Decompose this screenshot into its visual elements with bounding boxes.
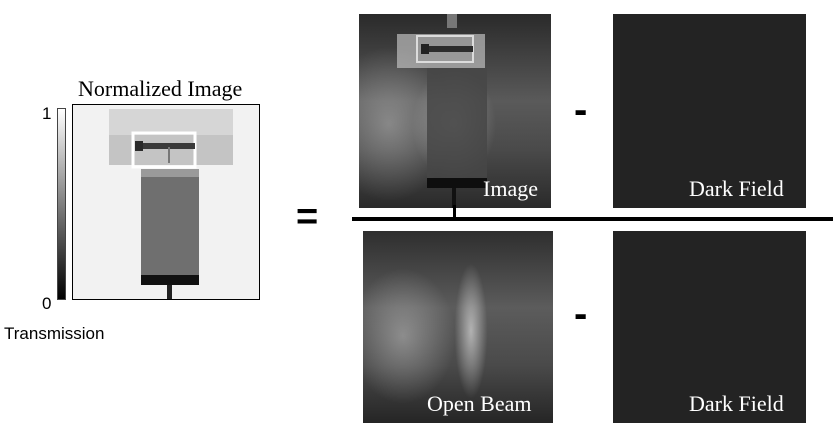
sample-radiograph [397,14,487,208]
colorbar-max-label: 1 [42,104,52,123]
equals-sign: = [296,196,319,238]
dark-field-top-label: Dark Field [689,176,784,201]
dark-field-bottom-label: Dark Field [689,391,784,416]
fraction-bar [352,217,833,221]
normalized-radiograph [73,105,259,299]
fraction-connector [453,205,456,219]
normalized-image-title: Normalized Image [78,76,243,101]
image-panel-label: Image [483,176,538,201]
dark-field-panel-top: Dark Field [613,14,806,208]
dark-field-panel-bottom: Dark Field [613,231,806,423]
normalized-image [72,104,260,300]
colorbar-min-label: 0 [42,294,52,313]
open-beam-panel: Open Beam [363,231,553,423]
open-beam-label: Open Beam [427,391,532,416]
transmission-colorbar [57,108,66,300]
image-panel: Image [359,14,551,208]
minus-sign-bottom: - [574,292,588,336]
colorbar-axis-label: Transmission [4,324,105,343]
minus-sign-top: - [574,88,588,132]
